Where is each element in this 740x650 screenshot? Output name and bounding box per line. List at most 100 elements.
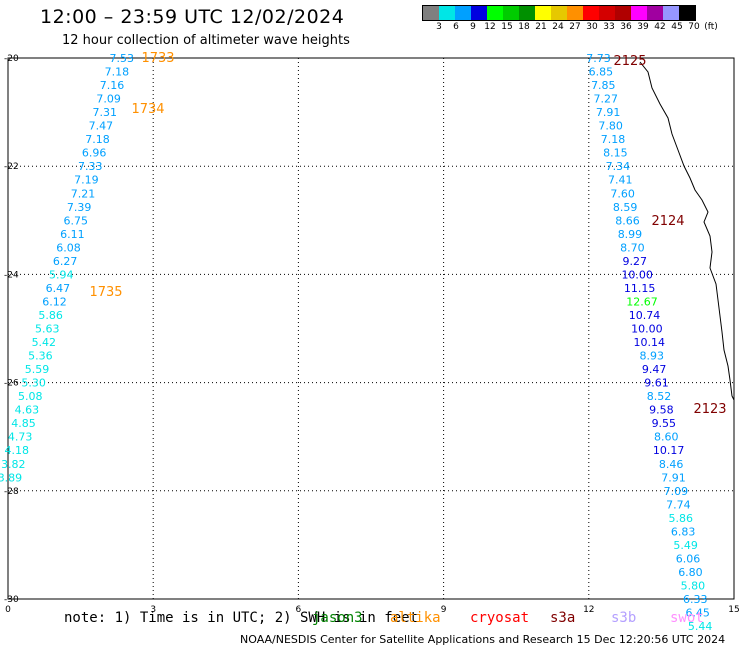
swh-value-label: 5.94 xyxy=(49,268,74,281)
legend-swatch xyxy=(423,6,439,20)
swh-value-label: 8.66 xyxy=(615,214,640,227)
swh-value-label: 7.34 xyxy=(606,160,631,173)
mission-label-jason3: jason3 xyxy=(312,610,363,626)
swh-value-label: 7.31 xyxy=(93,106,118,119)
pass-label: 2124 xyxy=(651,214,684,229)
swh-value-label: 7.19 xyxy=(74,174,99,187)
swh-value-label: 8.60 xyxy=(654,431,679,444)
legend-swatches xyxy=(422,5,696,21)
map-grid xyxy=(8,58,734,599)
credit-line: NOAA/NESDIS Center for Satellite Applica… xyxy=(240,633,726,646)
swh-value-label: 10.17 xyxy=(653,444,685,457)
swh-value-label: 6.33 xyxy=(683,593,708,606)
swh-value-label: 4.85 xyxy=(11,417,36,430)
color-legend: 3 6 9 12 15 18 21 24 27 30 33 36 39 42 45 70 (ft) xyxy=(422,5,728,35)
swh-value-label: 7.91 xyxy=(596,106,621,119)
y-tick-label: -28 xyxy=(4,487,19,497)
swh-value-label: 4.18 xyxy=(4,444,29,457)
pass-label: 1733 xyxy=(141,51,174,66)
swh-value-label: 7.18 xyxy=(105,66,130,79)
legend-tick: 18 xyxy=(518,22,530,32)
pass-label: 2123 xyxy=(693,402,726,417)
legend-swatch xyxy=(503,6,519,20)
legend-tick: 39 xyxy=(637,22,649,32)
swh-value-label: 5.63 xyxy=(35,323,60,336)
swh-value-label: 9.55 xyxy=(652,417,677,430)
swh-value-label: 9.27 xyxy=(623,255,648,268)
y-tick-label: -30 xyxy=(4,595,19,605)
swh-value-label: 7.09 xyxy=(664,485,689,498)
swh-value-label: 7.73 xyxy=(586,52,611,65)
legend-tick: 9 xyxy=(470,22,476,32)
pass-labels: 1733 1734 1735 2125 2124 2123 xyxy=(89,51,726,417)
swh-value-label: 10.00 xyxy=(621,268,653,281)
swh-value-label: 5.42 xyxy=(32,336,57,349)
swh-value-label: 5.86 xyxy=(38,309,63,322)
x-tick-label: 15 xyxy=(728,605,739,615)
swh-value-label: 8.52 xyxy=(647,390,672,403)
swh-value-label: 7.16 xyxy=(100,79,125,92)
swh-value-label: 6.08 xyxy=(56,241,81,254)
swh-value-label: 6.83 xyxy=(671,525,696,538)
swh-value-label: 5.59 xyxy=(25,363,50,376)
legend-swatch xyxy=(647,6,663,20)
swh-value-label: 7.60 xyxy=(610,187,635,200)
swh-value-label: 8.59 xyxy=(613,201,638,214)
legend-swatch xyxy=(663,6,679,20)
swh-value-label: 7.53 xyxy=(109,52,134,65)
legend-swatch xyxy=(567,6,583,20)
legend-tick: 42 xyxy=(654,22,666,32)
swh-value-label: 8.15 xyxy=(603,147,628,160)
page-subtitle: 12 hour collection of altimeter wave hei… xyxy=(62,33,350,48)
swh-value-label: 5.80 xyxy=(681,579,706,592)
legend-swatch xyxy=(583,6,599,20)
swh-value-label: 3.82 xyxy=(1,458,26,471)
x-tick-label: 0 xyxy=(5,605,11,615)
mission-label-s3b: s3b xyxy=(611,610,637,626)
legend-swatch xyxy=(487,6,503,20)
swh-value-label: 3.89 xyxy=(0,471,22,484)
legend-swatch xyxy=(471,6,487,20)
swh-value-label: 9.58 xyxy=(649,404,674,417)
legend-swatch xyxy=(455,6,471,20)
swh-value-label: 8.70 xyxy=(620,241,645,254)
legend-swatch xyxy=(519,6,535,20)
swh-value-label: 6.96 xyxy=(82,147,107,160)
x-tick-label: 12 xyxy=(583,605,594,615)
swh-value-label: 7.41 xyxy=(608,174,633,187)
y-tick-label: -20 xyxy=(4,54,19,64)
legend-swatch xyxy=(599,6,615,20)
mission-label-swot: swot xyxy=(670,610,704,626)
mission-label-altika: altika xyxy=(390,610,441,626)
legend-tick: 36 xyxy=(620,22,632,32)
y-tick-label: -24 xyxy=(4,270,19,280)
swh-value-label: 7.27 xyxy=(593,93,618,106)
legend-tick: 30 xyxy=(586,22,598,32)
swh-value-label: 10.14 xyxy=(634,336,666,349)
swh-value-label: 5.86 xyxy=(669,512,694,525)
x-tick-label: 9 xyxy=(441,605,447,615)
swh-value-label: 6.27 xyxy=(53,255,78,268)
legend-swatch xyxy=(439,6,455,20)
legend-tick: 70 xyxy=(688,22,700,32)
swh-value-label: 6.47 xyxy=(46,282,71,295)
swh-value-label: 6.80 xyxy=(678,566,703,579)
mission-label-s3a: s3a xyxy=(550,610,576,626)
swh-value-label: 7.33 xyxy=(78,160,103,173)
swh-value-label: 8.99 xyxy=(618,228,643,241)
swh-value-label: 4.73 xyxy=(8,431,33,444)
swh-value-label: 11.15 xyxy=(624,282,656,295)
pass-label: 1735 xyxy=(89,285,122,300)
y-tick-label: -22 xyxy=(4,162,19,172)
swh-value-label: 7.21 xyxy=(71,187,96,200)
coastline xyxy=(639,61,735,401)
mission-label-cryosat: cryosat xyxy=(470,610,530,626)
pass-label: 2125 xyxy=(613,54,646,69)
swh-value-label: 9.47 xyxy=(642,363,667,376)
swh-value-label: 5.44 xyxy=(688,620,713,633)
swh-value-label: 7.18 xyxy=(85,133,110,146)
legend-swatch xyxy=(615,6,631,20)
swh-value-label: 6.85 xyxy=(589,66,614,79)
legend-swatch xyxy=(679,6,695,20)
